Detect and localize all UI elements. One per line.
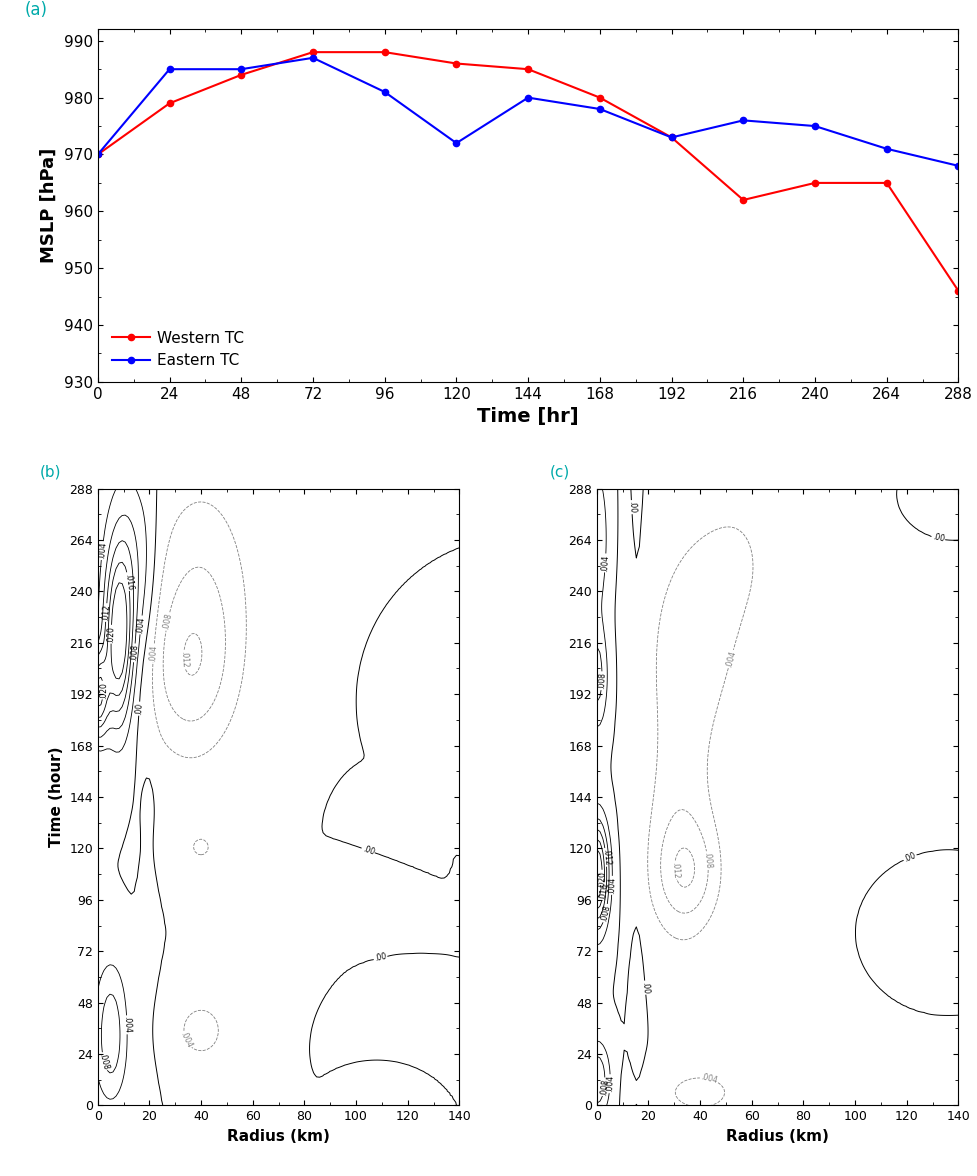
Text: .00: .00 [626,501,636,514]
Text: .004: .004 [600,554,610,572]
Text: .008: .008 [98,1053,110,1071]
Text: .004: .004 [122,1016,132,1034]
Text: (a): (a) [24,1,48,19]
Text: .016: .016 [123,573,134,590]
X-axis label: Radius (km): Radius (km) [227,1129,329,1144]
Eastern TC [92,147,104,161]
Text: .00: .00 [640,981,650,994]
Text: .008: .008 [599,904,612,922]
Eastern TC [235,62,247,76]
Text: (b): (b) [40,465,62,480]
Text: .016: .016 [597,882,609,901]
Text: .020: .020 [99,682,107,699]
Eastern TC [665,131,677,145]
Text: .004: .004 [607,876,616,894]
Eastern TC [880,142,892,156]
Text: .004: .004 [149,644,158,662]
Text: .008: .008 [598,1078,610,1096]
Text: .012: .012 [179,650,189,668]
Text: .004: .004 [700,1073,718,1085]
Text: .008: .008 [596,673,606,689]
Eastern TC [450,136,462,151]
Text: .012: .012 [669,861,679,878]
Text: .00: .00 [361,844,375,856]
Text: .004: .004 [136,616,147,634]
Text: .004: .004 [178,1030,193,1050]
Text: .008: .008 [129,644,140,662]
Text: .008: .008 [701,851,712,869]
Eastern TC [952,159,963,173]
Western TC [235,68,247,82]
Eastern TC [593,102,605,116]
Text: .020: .020 [597,870,607,888]
Western TC [665,131,677,145]
Western TC [952,283,963,298]
Western TC [92,147,104,161]
Eastern TC [522,91,533,105]
Text: (c): (c) [549,465,570,480]
Line: Western TC: Western TC [95,49,960,294]
X-axis label: Radius (km): Radius (km) [726,1129,828,1144]
Western TC [808,176,820,191]
Text: .004: .004 [97,542,107,560]
Text: .004: .004 [605,1075,615,1093]
Western TC [880,176,892,191]
Eastern TC [378,85,390,99]
Legend: Western TC, Eastern TC: Western TC, Eastern TC [106,325,250,374]
Western TC [163,96,175,111]
Western TC [450,56,462,71]
Western TC [737,193,748,207]
Line: Eastern TC: Eastern TC [95,55,960,169]
Text: .012: .012 [600,849,611,866]
Western TC [307,45,319,59]
Eastern TC [808,119,820,133]
Eastern TC [163,62,175,76]
Eastern TC [307,51,319,65]
Text: .00: .00 [902,851,916,864]
X-axis label: Time [hr]: Time [hr] [477,407,578,427]
Text: .004: .004 [724,649,737,668]
Text: .00: .00 [930,533,945,544]
Y-axis label: Time (hour): Time (hour) [49,747,64,847]
Text: .00: .00 [373,951,387,963]
Text: .012: .012 [101,604,111,621]
Western TC [522,62,533,76]
Y-axis label: MSLP [hPa]: MSLP [hPa] [40,148,59,263]
Western TC [378,45,390,59]
Western TC [593,91,605,105]
Text: .00: .00 [134,702,144,715]
Eastern TC [737,113,748,127]
Text: .008: .008 [161,613,174,630]
Text: .020: .020 [106,626,116,643]
